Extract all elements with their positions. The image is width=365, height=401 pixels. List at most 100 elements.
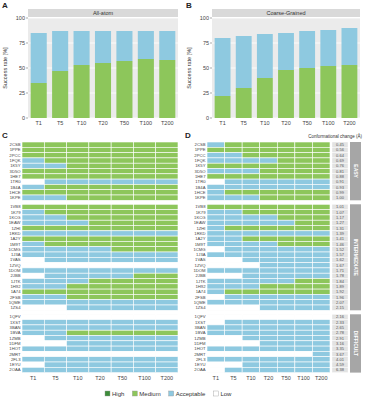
cell <box>44 231 66 236</box>
change-value: 0.56 <box>336 147 345 152</box>
row-label: 1JTK <box>11 279 21 284</box>
cell <box>111 362 133 367</box>
row-label: 1DOM <box>193 268 206 273</box>
cell <box>277 190 295 195</box>
tick <box>210 68 212 69</box>
cell <box>260 190 278 195</box>
cell <box>295 257 313 262</box>
tick <box>26 18 28 19</box>
cell <box>277 174 295 179</box>
cell <box>225 184 243 189</box>
cell <box>111 163 133 168</box>
cell <box>44 226 66 231</box>
cell <box>225 153 243 158</box>
cell <box>295 320 313 325</box>
cell <box>133 204 155 209</box>
cell <box>89 300 111 305</box>
row-label: 2OAA <box>9 367 20 372</box>
change-value: 2.91 <box>336 336 345 341</box>
cell <box>207 231 225 236</box>
cell <box>44 268 66 273</box>
cell <box>44 142 66 147</box>
cell <box>312 220 330 225</box>
cell <box>133 263 155 268</box>
cell <box>295 351 313 356</box>
cell <box>225 279 243 284</box>
row-label: 1PPE <box>10 147 21 152</box>
cell <box>207 257 225 262</box>
cell <box>89 351 111 356</box>
cell <box>44 314 66 319</box>
row-label: 1VAS <box>10 257 21 262</box>
cell <box>242 289 260 294</box>
row-label: 1VB8 <box>10 204 21 209</box>
bar <box>74 31 90 65</box>
cell <box>67 300 89 305</box>
cell <box>22 169 44 174</box>
bar <box>342 28 358 65</box>
cell <box>312 174 330 179</box>
grid-line <box>28 18 178 19</box>
cell <box>242 231 260 236</box>
cell <box>89 341 111 346</box>
cell <box>67 179 89 184</box>
cell <box>67 252 89 257</box>
bar <box>116 61 132 118</box>
row-label: 2PCC <box>9 153 20 158</box>
cell <box>156 204 178 209</box>
cell <box>89 325 111 330</box>
cell <box>111 247 133 252</box>
cell <box>242 325 260 330</box>
cell <box>133 336 155 341</box>
cell <box>295 263 313 268</box>
cell <box>242 346 260 351</box>
cell <box>260 163 278 168</box>
cell <box>260 236 278 241</box>
cell <box>277 305 295 310</box>
cell <box>295 215 313 220</box>
change-value: 2.78 <box>336 330 345 335</box>
cell <box>22 147 44 152</box>
cell <box>225 190 243 195</box>
cell <box>277 215 295 220</box>
cell <box>277 158 295 163</box>
row-label: 1KCG <box>9 215 20 220</box>
cell <box>156 226 178 231</box>
cell <box>242 247 260 252</box>
cell <box>312 153 330 158</box>
cell <box>156 190 178 195</box>
change-cell <box>332 195 348 200</box>
bar <box>257 78 273 118</box>
cell <box>44 158 66 163</box>
tick-label: T5 <box>230 375 236 381</box>
cell <box>242 184 260 189</box>
cell <box>44 367 66 372</box>
cell <box>225 362 243 367</box>
cell <box>225 220 243 225</box>
row-label: 1H92 <box>10 284 21 289</box>
cell <box>207 325 225 330</box>
cell <box>133 325 155 330</box>
cell <box>111 220 133 225</box>
tick-label: T50 <box>281 375 290 381</box>
change-value: 1.67 <box>336 263 345 268</box>
cell <box>295 220 313 225</box>
bar <box>52 31 68 71</box>
bar <box>320 66 336 118</box>
cell <box>111 320 133 325</box>
cell <box>156 252 178 257</box>
cell <box>44 294 66 299</box>
cell <box>295 305 313 310</box>
cell <box>277 252 295 257</box>
cell <box>111 241 133 246</box>
change-value: 0.76 <box>336 163 345 168</box>
cell <box>22 204 44 209</box>
cell <box>111 351 133 356</box>
row-label: 1PPE <box>195 147 206 152</box>
cell <box>67 268 89 273</box>
bar <box>159 60 175 118</box>
tick-label: T20 <box>98 120 107 126</box>
cell <box>22 300 44 305</box>
cell <box>260 215 278 220</box>
cell <box>242 179 260 184</box>
